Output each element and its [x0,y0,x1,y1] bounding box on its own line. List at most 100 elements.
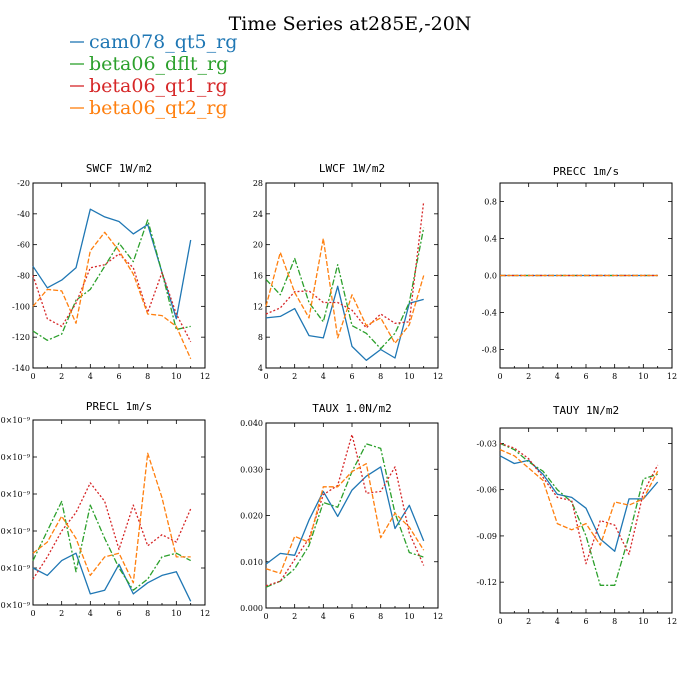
x-tick-label: 10 [404,372,414,381]
series-line-cam078_qt5_rg [499,455,659,552]
y-tick-label: 2.0×10⁻⁹ [0,527,31,536]
series-line-beta06_qt1_rg [32,482,192,580]
x-tick-label: 6 [349,612,354,621]
panel-title: TAUX 1.0N/m2 [312,402,391,415]
plot-frame [265,422,439,609]
y-tick-label: 5.0×10⁻⁹ [0,416,31,425]
y-tick-label: -120 [12,333,30,342]
x-tick-label: 0 [497,617,502,626]
x-tick-label: 6 [583,372,588,381]
x-tick-label: 2 [59,372,64,381]
x-tick-label: 2 [292,612,297,621]
plot-frame [265,182,439,369]
y-tick-label: -0.12 [476,578,497,587]
y-tick-label: 0.040 [240,419,263,428]
y-tick-label: 0.010 [240,558,263,567]
panels: SWCF 1W/m20 2 4 6 8 10 12-140-120-100-80-60-40… [0,162,677,626]
series-line-cam078_qt5_rg [32,552,192,602]
x-tick-label: 2 [292,372,297,381]
x-tick-label: 10 [638,372,648,381]
x-tick-label: 12 [433,612,443,621]
series-line-beta06_qt1_rg [499,442,659,565]
y-tick-label: 0.000 [240,604,263,613]
x-tick-label: 4 [321,612,326,621]
y-tick-label: 0.4 [484,235,497,244]
panel-5: TAUX 1.0N/m2 0 2 4 6 8 10 12 0.000 0.010 0.020 0.03… [240,402,443,621]
panel-title: PRECC 1m/s [553,165,619,178]
y-tick-label: -0.09 [476,532,497,541]
series-line-beta06_qt2_rg [32,231,192,360]
y-tick-label: 0.0 [484,272,497,281]
y-tick-label: 3.0×10⁻⁹ [0,490,31,499]
x-tick-label: 6 [349,372,354,381]
y-tick-label: 12 [253,302,263,311]
y-tick-label: 0.8 [484,198,497,207]
series-line-cam078_qt5_rg [265,466,425,565]
figure-title: Time Series at285E,-20N [229,13,472,35]
legend-label-beta06_dflt_rg: beta06_dflt_rg [89,53,228,75]
panel-3: PRECC 1m/s 0 2 4 6 8 10 12 -0.8 -0.4 0.0 0.4 0.8 [482,165,678,381]
y-tick-label: 4 [258,364,263,373]
series-line-beta06_qt2_rg [265,463,425,574]
series-line-beta06_qt2_rg [499,449,659,546]
y-tick-label: 0.0×10⁻⁹ [0,601,31,610]
series-line-beta06_qt1_rg [265,201,425,329]
panel-title: TAUY 1N/m2 [553,404,619,417]
x-tick-label: 12 [200,609,210,618]
series-line-beta06_qt2_rg [265,237,425,344]
x-tick-label: 8 [378,372,383,381]
series-line-beta06_dflt_rg [32,219,191,341]
y-tick-label: -0.4 [482,309,497,318]
y-tick-label: 0.020 [240,512,263,521]
panel-title: LWCF 1W/m2 [319,162,385,175]
x-tick-label: 6 [583,617,588,626]
x-tick-label: 4 [321,372,326,381]
x-tick-label: 0 [30,609,35,618]
panel-6: TAUY 1N/m2 0 2 4 6 8 10 12 -0.12 -0.09 -0.06 -0.03 [476,404,677,626]
series-line-beta06_qt1_rg [32,253,192,343]
x-tick-label: 0 [30,372,35,381]
y-tick-label: -100 [12,302,30,311]
y-tick-label: 16 [253,272,263,281]
series-line-beta06_dflt_rg [265,443,424,588]
series-line-beta06_dflt_rg [265,227,425,350]
x-tick-label: 8 [612,372,617,381]
x-tick-label: 10 [171,372,181,381]
y-tick-label: 8 [258,333,263,342]
panel-4: PRECL 1m/s 0 2 4 6 8 10 12 0.0×10⁻⁹ 1.0×10⁻⁹ 2.0×1… [0,400,210,618]
x-tick-label: 2 [59,609,64,618]
series-line-beta06_qt2_rg [32,452,191,584]
legend-label-beta06_qt2_rg: beta06_qt2_rg [89,97,228,119]
x-tick-label: 2 [526,617,531,626]
series-line-beta06_dflt_rg [499,442,658,586]
y-tick-label: -140 [12,364,30,373]
series-line-beta06_qt1_rg [265,433,425,587]
x-tick-label: 8 [378,612,383,621]
x-tick-label: 8 [612,617,617,626]
legend-label-beta06_qt1_rg: beta06_qt1_rg [89,75,228,97]
x-tick-label: 6 [116,372,121,381]
y-tick-label: 0.030 [240,465,263,474]
y-tick-label: -60 [17,241,30,250]
y-tick-label: -40 [17,210,30,219]
panel-1: SWCF 1W/m2 0 2 4 6 8 10 12 -140 -120 -100 -80 -60 -40… [12,162,210,381]
y-tick-label: 1.0×10⁻⁹ [0,564,31,573]
y-tick-label: -0.8 [482,346,497,355]
y-tick-label: 28 [253,179,263,188]
x-tick-label: 4 [555,617,560,626]
y-tick-label: 20 [253,241,263,250]
x-tick-label: 12 [667,617,677,626]
x-tick-label: 6 [116,609,121,618]
panel-title: SWCF 1W/m2 [86,162,152,175]
x-tick-label: 4 [88,372,93,381]
series-line-cam078_qt5_rg [32,208,192,320]
x-tick-label: 10 [404,612,414,621]
plot-frame [499,427,673,614]
legend-label-cam078_qt5_rg: cam078_qt5_rg [89,31,237,53]
y-tick-label: -20 [17,179,30,188]
x-tick-label: 4 [555,372,560,381]
x-tick-label: 10 [638,617,648,626]
x-tick-label: 4 [88,609,93,618]
